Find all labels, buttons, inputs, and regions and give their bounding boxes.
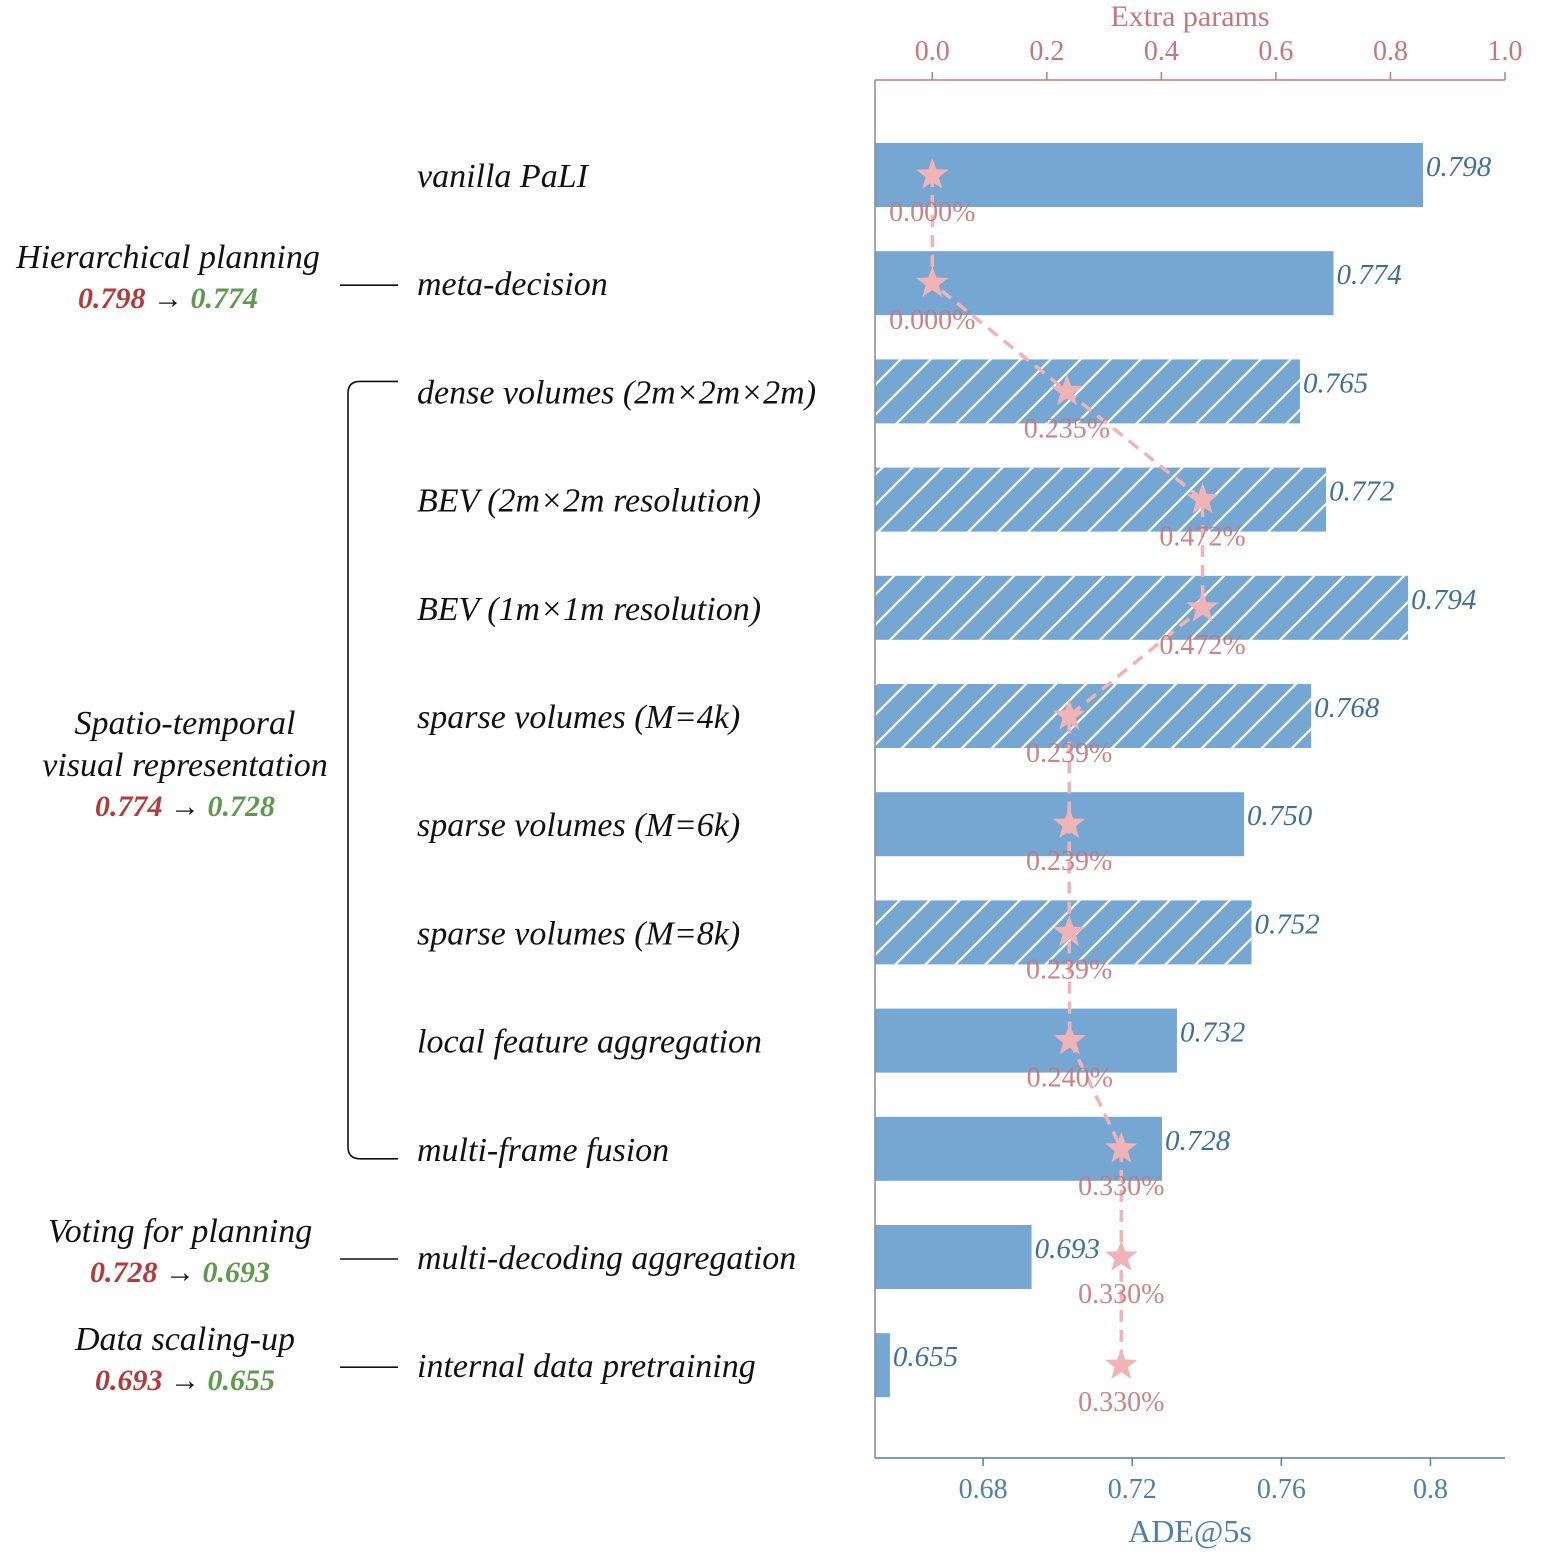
group-title: Data scaling-up xyxy=(74,1321,295,1358)
bar-value-label: 0.750 xyxy=(1247,800,1313,832)
group-from-value: 0.693 xyxy=(95,1364,163,1397)
group-title: Voting for planning xyxy=(48,1213,312,1250)
group-delta: 0.798 → 0.774 xyxy=(78,282,258,315)
x-axis-label: ADE@5s xyxy=(1128,1513,1252,1549)
x-tick-label: 0.76 xyxy=(1257,1474,1306,1505)
group-arrow: → xyxy=(163,1364,208,1397)
extra-params-star xyxy=(1053,699,1086,730)
category-label: meta-decision xyxy=(417,266,608,303)
top-axis-label: Extra params xyxy=(1110,0,1269,33)
extra-params-star xyxy=(1105,1131,1138,1163)
bar-value-label: 0.728 xyxy=(1165,1125,1231,1157)
bar xyxy=(875,1008,1177,1073)
extra-params-label: 0.239% xyxy=(1026,846,1112,877)
extra-params-label: 0.240% xyxy=(1027,1063,1113,1094)
group-to-value: 0.774 xyxy=(191,282,259,315)
category-label: multi-frame fusion xyxy=(417,1132,669,1169)
extra-params-star xyxy=(1186,482,1219,514)
group-from-value: 0.798 xyxy=(78,282,146,315)
category-label: dense volumes (2m×2m×2m) xyxy=(417,374,816,411)
top-tick-label: 0.0 xyxy=(915,36,950,67)
category-label: multi-decoding aggregation xyxy=(417,1240,796,1277)
group-arrow: → xyxy=(146,282,191,315)
bar-value-label: 0.768 xyxy=(1314,692,1380,724)
bar-hatch xyxy=(875,359,1300,424)
x-tick-label: 0.72 xyxy=(1108,1474,1157,1505)
group-title: visual representation xyxy=(42,747,328,784)
bar xyxy=(875,1225,1032,1289)
extra-params-star xyxy=(916,158,949,189)
top-tick-label: 1.0 xyxy=(1488,36,1523,67)
bar-hatch xyxy=(875,575,1409,640)
extra-params-label: 0.330% xyxy=(1078,1279,1164,1310)
group-from-value: 0.774 xyxy=(95,790,163,823)
extra-params-label: 0.330% xyxy=(1078,1171,1164,1202)
extra-params-line xyxy=(930,175,1205,1366)
category-label: internal data pretraining xyxy=(417,1348,756,1385)
x-tick-label: 0.68 xyxy=(959,1474,1008,1505)
group-to-value: 0.728 xyxy=(208,790,276,823)
extra-params-label: 0.330% xyxy=(1078,1387,1164,1418)
group-title: Spatio-temporal xyxy=(75,705,296,742)
labels-layer: 0.798 vanilla PaLI 0.774 meta-decision 0.765… xyxy=(417,151,1492,1385)
group-delta: 0.728 → 0.693 xyxy=(90,1256,270,1289)
group-bracket xyxy=(347,380,398,1160)
category-label: BEV (2m×2m resolution) xyxy=(417,483,761,520)
extra-params-star xyxy=(1105,1240,1138,1271)
extra-params-star xyxy=(1053,1023,1086,1055)
extra-params-layer: 0.000% 0.000% 0.235% 0.472% 0.472% 0.239% 0.23… xyxy=(889,158,1246,1418)
top-tick-label: 0.8 xyxy=(1373,36,1408,67)
bars-layer xyxy=(875,143,1423,1398)
bar-value-label: 0.693 xyxy=(1035,1233,1100,1265)
category-label: sparse volumes (M=6k) xyxy=(417,807,740,844)
extra-params-label: 0.472% xyxy=(1159,630,1245,661)
extra-params-star xyxy=(1050,374,1083,406)
bar-value-label: 0.774 xyxy=(1337,259,1402,291)
category-label: sparse volumes (M=4k) xyxy=(417,699,740,736)
bar-value-label: 0.794 xyxy=(1411,584,1476,616)
group-title: Hierarchical planning xyxy=(15,239,320,276)
top-tick-label: 0.2 xyxy=(1029,36,1064,67)
extra-params-star xyxy=(1053,807,1086,838)
top-tick-label: 0.4 xyxy=(1144,36,1179,67)
extra-params-star xyxy=(916,266,949,297)
extra-params-star xyxy=(1105,1348,1138,1379)
bar-value-label: 0.772 xyxy=(1329,476,1394,508)
axes-layer: 0.68 0.72 0.76 0.8 ADE@5s 0.0 0.2 0.4 0.6 0.8 1.0 E… xyxy=(874,0,1523,1549)
bar-value-label: 0.732 xyxy=(1180,1017,1245,1049)
top-tick-label: 0.6 xyxy=(1258,36,1293,67)
group-from-value: 0.728 xyxy=(90,1256,158,1289)
bar xyxy=(875,1333,890,1398)
bar-value-label: 0.765 xyxy=(1303,367,1368,399)
group-delta: 0.693 → 0.655 xyxy=(95,1364,275,1397)
extra-params-label: 0.239% xyxy=(1026,738,1112,769)
group-to-value: 0.693 xyxy=(203,1256,271,1289)
group-annotations-layer: Hierarchical planning 0.798 → 0.774 Spatio… xyxy=(15,239,398,1397)
bar xyxy=(875,251,1334,316)
extra-params-label: 0.000% xyxy=(889,197,975,228)
category-label: BEV (1m×1m resolution) xyxy=(417,591,761,628)
category-label: local feature aggregation xyxy=(417,1024,762,1061)
extra-params-star xyxy=(1053,915,1086,947)
group-arrow: → xyxy=(163,790,208,823)
group-to-value: 0.655 xyxy=(208,1364,276,1397)
bar-value-label: 0.655 xyxy=(893,1341,958,1373)
category-label: vanilla PaLI xyxy=(417,158,590,195)
bar xyxy=(875,143,1423,207)
extra-params-label: 0.235% xyxy=(1024,413,1110,444)
group-arrow: → xyxy=(158,1256,203,1289)
extra-params-label: 0.239% xyxy=(1026,954,1112,985)
bar-hatch xyxy=(875,467,1327,532)
bar-value-label: 0.752 xyxy=(1255,908,1320,940)
extra-params-label: 0.000% xyxy=(889,305,975,336)
extra-params-label: 0.472% xyxy=(1159,522,1245,553)
x-tick-label: 0.8 xyxy=(1413,1474,1448,1505)
extra-params-star xyxy=(1186,590,1219,622)
category-label: sparse volumes (M=8k) xyxy=(417,915,740,952)
group-delta: 0.774 → 0.728 xyxy=(95,790,275,823)
bar-value-label: 0.798 xyxy=(1426,151,1492,183)
bar xyxy=(875,792,1245,857)
